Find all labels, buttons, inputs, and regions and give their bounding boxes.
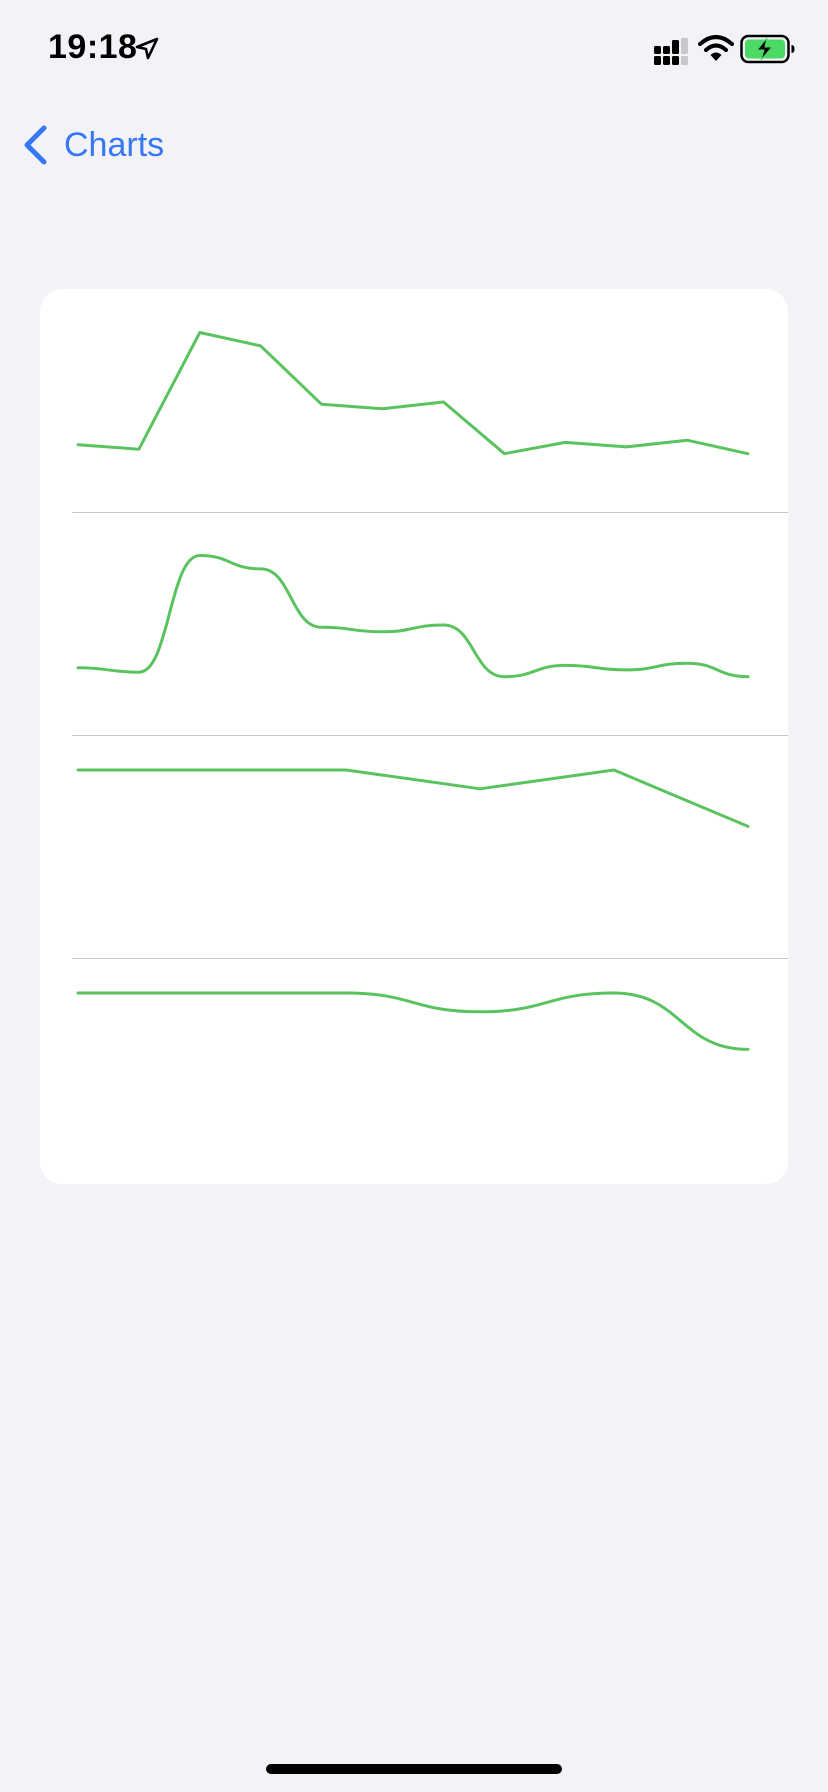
cellular-signal-icon [654, 38, 688, 65]
back-button-label: Charts [64, 125, 165, 164]
location-arrow-icon [135, 37, 159, 60]
chart-2-line [76, 554, 750, 679]
chart-3-line [76, 768, 750, 828]
navigation-bar: Charts [0, 110, 828, 174]
status-bar: 19:18 [0, 0, 828, 100]
wifi-icon [698, 35, 734, 61]
status-time: 19:18 [48, 28, 138, 66]
sparkline-charts [72, 331, 788, 1051]
home-indicator[interactable] [266, 1764, 562, 1774]
chart-1-line [76, 331, 750, 456]
charts-card [40, 289, 788, 1184]
chart-4-line [76, 991, 750, 1051]
back-button[interactable]: Charts [20, 120, 164, 170]
chevron-left-icon [24, 125, 47, 165]
battery-charging-icon [740, 34, 795, 64]
